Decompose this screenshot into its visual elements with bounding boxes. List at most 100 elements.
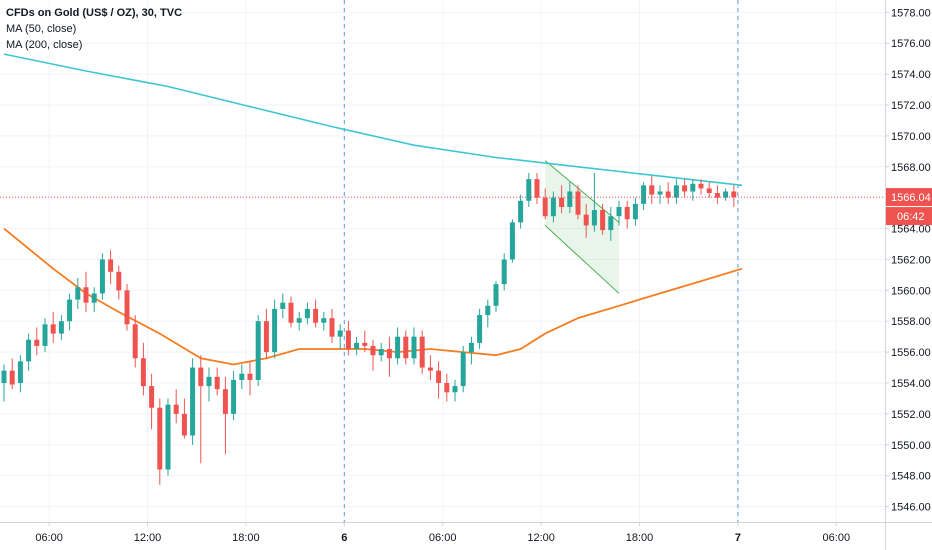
price-axis[interactable]: 1546.00 1548.00 1550.00 1552.00 1554.00 1556.… [885,0,932,550]
candle [91,287,97,312]
candle [329,308,335,343]
candle [624,200,630,229]
candle [575,185,581,220]
candle-body [9,370,15,385]
candle-body [345,330,351,350]
candle-body [1,370,7,384]
candle [460,345,466,393]
countdown-value[interactable]: 06:42 [897,211,925,223]
time-tick-label: 6 [341,532,347,544]
candle [108,250,114,285]
ma200-legend[interactable]: MA (200, close) [6,39,83,51]
candle [255,315,261,387]
price-tick-label: 1564.00 [891,224,931,236]
candle [321,311,327,331]
candle [698,179,704,195]
candle [600,203,606,235]
candle-body [42,324,48,346]
candle-body [206,376,212,387]
candle-body [386,349,392,359]
candle-body [214,376,220,390]
candle-body [591,210,597,226]
price-tick-label: 1558.00 [891,316,931,328]
price-badge[interactable]: 1566.04 06:42 [886,188,932,226]
candle [427,355,433,380]
candle-body [452,386,458,393]
candle [173,389,179,424]
candle [198,355,204,464]
candle-body [362,342,368,346]
candle [509,219,515,263]
countdown-box[interactable] [886,207,932,226]
candle [99,253,105,300]
candle [263,308,269,359]
candle [132,315,138,368]
candle [583,203,589,238]
candle [419,330,425,374]
price-badge-box[interactable] [886,188,932,207]
candle [386,336,392,377]
candle-body [624,206,630,220]
candle [468,336,474,365]
candle-body [263,321,269,353]
candle [83,271,89,312]
price-axis-background[interactable] [885,0,932,550]
candle-body [288,302,294,323]
candle-body [99,259,105,294]
candle-body [436,370,442,384]
time-axis[interactable]: 06:00 12:00 18:00 6 06:00 12:00 18:00 7 06:00 [0,522,932,550]
candle-body [427,367,433,371]
candle [50,311,56,343]
flag-fill[interactable] [545,160,619,294]
candle [362,330,368,353]
candle [534,172,540,204]
ma50-legend[interactable]: MA (50, close) [6,23,77,35]
candle [682,179,688,198]
price-tick-label: 1546.00 [891,502,931,514]
flag-upper-line[interactable] [544,160,620,223]
price-tick-label: 1574.00 [891,69,931,81]
candle-body [83,287,89,303]
candle-body [493,284,499,306]
candle-body [485,305,491,316]
candle [723,188,729,201]
time-tick-label: 12:00 [527,532,555,544]
candle-body [575,191,581,215]
candle [690,179,696,201]
candle [452,379,458,402]
candle [288,296,294,328]
candle-body [723,191,729,198]
candle [149,373,155,430]
candle [304,302,310,325]
candle [296,311,302,331]
time-tick-label: 06:00 [429,532,457,544]
price-tick-label: 1576.00 [891,38,931,50]
candle-body [559,197,565,207]
candle-body [641,185,647,204]
candle [673,179,679,204]
candle [214,367,220,396]
candle-body [354,342,360,350]
time-axis-background[interactable] [0,522,885,550]
candle [714,185,720,204]
price-tick-label: 1550.00 [891,440,931,452]
symbol-title[interactable]: CFDs on Gold (US$ / OZ), 30, TVC [6,7,183,19]
candle-body [58,321,64,334]
candle-body [673,185,679,198]
candle-body [116,271,122,291]
bull-flag-drawing[interactable] [544,160,620,294]
candle [665,182,671,204]
candle [608,206,614,241]
candle-body [682,185,688,192]
candle [731,185,737,207]
price-badge-value[interactable]: 1566.04 [891,192,931,204]
candle [403,330,409,365]
flag-lower-line[interactable] [544,225,620,294]
candle-body [501,259,507,285]
candle-body [247,373,253,380]
price-tick-label: 1556.00 [891,347,931,359]
candle [567,182,573,214]
time-tick-label: 7 [735,532,741,544]
